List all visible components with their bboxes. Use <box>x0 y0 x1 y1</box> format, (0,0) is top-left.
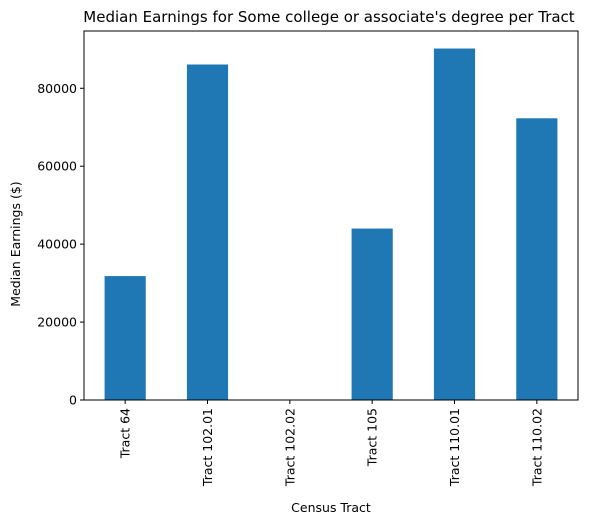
bar-4 <box>433 48 476 401</box>
y-tick-label-3: 60000 <box>37 159 77 174</box>
x-axis: Tract 64 Tract 102.01 Tract 102.02 Tract 10… <box>118 400 544 487</box>
bar-3 <box>351 228 393 400</box>
bar-5 <box>516 118 558 400</box>
chart-title: Median Earnings for Some college or asso… <box>83 8 575 26</box>
y-tick-label-1: 20000 <box>37 315 77 330</box>
x-tick-label-5: Tract 110.02 <box>529 408 544 487</box>
x-axis-title: Census Tract <box>291 500 371 515</box>
x-tick-label-4: Tract 110.01 <box>447 408 462 487</box>
plot-frame <box>83 30 579 401</box>
x-tick-label-0: Tract 64 <box>118 408 133 459</box>
y-tick-label-2: 40000 <box>37 237 77 252</box>
y-tick-label-0: 0 <box>69 393 77 408</box>
bar-0 <box>104 276 146 400</box>
x-tick-label-3: Tract 105 <box>365 408 380 467</box>
y-tick-label-4: 80000 <box>37 81 77 96</box>
y-axis: 0 20000 40000 60000 80000 <box>37 81 84 408</box>
x-tick-label-1: Tract 102.01 <box>200 408 215 487</box>
y-axis-title: Median Earnings ($) <box>8 181 23 306</box>
bars-layer <box>104 48 558 401</box>
x-tick-label-2: Tract 102.02 <box>282 408 297 487</box>
bar-1 <box>186 64 229 400</box>
